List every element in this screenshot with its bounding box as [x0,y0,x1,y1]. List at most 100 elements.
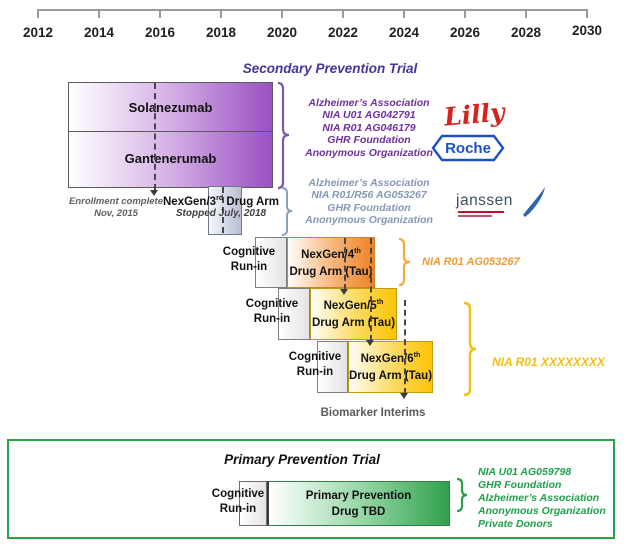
janssen-subline-bar [458,215,492,217]
nexgen5-label-line1: NexGen/5th [310,294,397,315]
nexgen6-label-line1: NexGen/6th [348,347,433,368]
axis-label-2014: 2014 [83,25,115,40]
primary-drug-line2: Drug TBD [331,506,386,518]
axis-tick [525,9,527,18]
secondary-funders-gray: Alzheimer’s Association NIA R01/R56 AG05… [290,177,448,227]
runin-label-line1: Cognitive [245,298,299,310]
primary-runin-line2: Run-in [219,503,257,515]
axis-tick [159,9,161,18]
nexgen3-dashed-line [221,187,224,233]
interim-arrow-2 [366,340,374,346]
runin-label-1: Cognitive Run-in [218,245,280,275]
gantenerumab-label: Gantenerumab [124,151,217,166]
interim-arrow-1 [340,289,348,295]
interim-dashed-2 [369,238,372,341]
roche-logo: Roche [431,134,505,162]
axis-label-2016: 2016 [144,25,176,40]
green-bracket [456,477,468,513]
nexgen4-label-line1: NexGen/4th [287,243,375,264]
runin-label-line1: Cognitive [288,351,342,363]
runin-box-1 [255,237,287,288]
janssen-tagline-bar [458,211,504,213]
nia-gold-grant: NIA R01 XXXXXXXX [492,355,605,369]
runin-box-2 [278,288,310,340]
nexgen3-label: NexGen/3rd Drug Arm [161,194,281,208]
funder-item: NIA U01 AG042791 [322,109,416,122]
axis-label-2022: 2022 [327,25,359,40]
nexgen6-sup: th [413,351,421,359]
axis-label-2028: 2028 [510,25,542,40]
funder-item: NIA R01 AG046179 [322,121,416,134]
primary-funders: NIA U01 AG059798 GHR Foundation Alzheime… [478,466,620,531]
axis-tick [403,9,405,18]
gold-bracket [463,301,477,397]
runin-label-2: Cognitive Run-in [241,297,303,327]
runin-label-line2: Run-in [253,313,291,325]
enrollment-note-line2: Nov, 2015 [94,207,138,219]
nexgen4-sup: th [354,247,361,255]
runin-label-line1: Cognitive [222,246,276,258]
timeline-axis [38,9,588,11]
orange-bracket [398,237,411,287]
funder-item: Alzheimer’s Association [308,97,430,109]
interim-dashed-3 [403,300,406,394]
axis-tick [220,9,222,18]
solanezumab-bar [68,82,273,132]
primary-runin-label: Cognitive Run-in [207,487,269,517]
purple-bracket [277,81,290,190]
funder-item: NIA R01/R56 AG053267 [311,189,427,202]
roche-wordmark: Roche [445,140,491,157]
nexgen5-bar [310,288,397,340]
axis-tick [281,9,283,18]
janssen-wordmark: janssen [456,192,513,209]
funder-item: Anonymous Organization [305,146,433,159]
runin-box-3 [317,341,348,393]
funder-item: Anonymous Organization [305,214,433,227]
nexgen6-bar [348,341,433,393]
axis-tick [342,9,344,18]
axis-label-2026: 2026 [449,25,481,40]
lilly-logo: Lilly [442,97,506,132]
runin-label-line2: Run-in [230,261,268,273]
nexgen4-bar [287,237,375,288]
nexgen6-label-line2: Drug Arm (Tau) [348,370,433,383]
gantenerumab-bar [68,131,273,188]
enrollment-arrow [150,190,158,196]
nexgen3-bar [208,186,242,235]
primary-runin-box [239,481,267,526]
janssen-logo: janssen [456,187,545,224]
axis-tick [464,9,466,18]
nexgen3-label-text: NexGen/3 [163,195,217,208]
enrollment-dashed-line [153,83,156,190]
interim-arrow-3 [400,393,408,399]
enrollment-note: Enrollment complete Nov, 2015 [59,196,173,219]
axis-label-2024: 2024 [388,25,420,40]
enrollment-note-line1: Enrollment complete [69,196,163,207]
solanezumab-label: Solanezumab [128,100,213,115]
secondary-trial-title: Secondary Prevention Trial [242,61,418,76]
axis-label-2018: 2018 [205,25,237,40]
funder-item: Alzheimer’s Association [478,492,600,504]
primary-trial-frame [7,439,615,539]
grayblue-bracket [281,187,293,236]
nexgen5-label: NexGen/5th Drug Arm (Tau) [310,294,397,333]
primary-trial-title: Primary Prevention Trial [224,452,380,467]
nexgen3-stopped-note: Stopped July, 2018 [175,208,267,219]
axis-label-2020: 2020 [266,25,298,40]
axis-tick [37,9,39,18]
axis-tick [586,9,588,18]
funder-item: Alzheimer’s Association [308,177,430,189]
axis-tick [98,9,100,18]
nexgen4-label-line2: Drug Arm (Tau) [289,266,373,279]
biomarker-interims-label: Biomarker Interims [320,407,426,419]
funder-item: GHR Foundation [478,479,562,491]
janssen-swoosh-icon [523,187,545,217]
primary-drug-bar [267,481,450,526]
nexgen3-label-sup: rd [216,194,224,202]
nexgen5-label-line2: Drug Arm (Tau) [311,317,396,330]
nexgen3-label-suffix: Drug Arm [223,195,279,208]
nexgen4-prefix: NexGen/4 [301,248,355,261]
primary-runin-line1: Cognitive [211,488,265,500]
axis-label-2012: 2012 [22,25,54,40]
